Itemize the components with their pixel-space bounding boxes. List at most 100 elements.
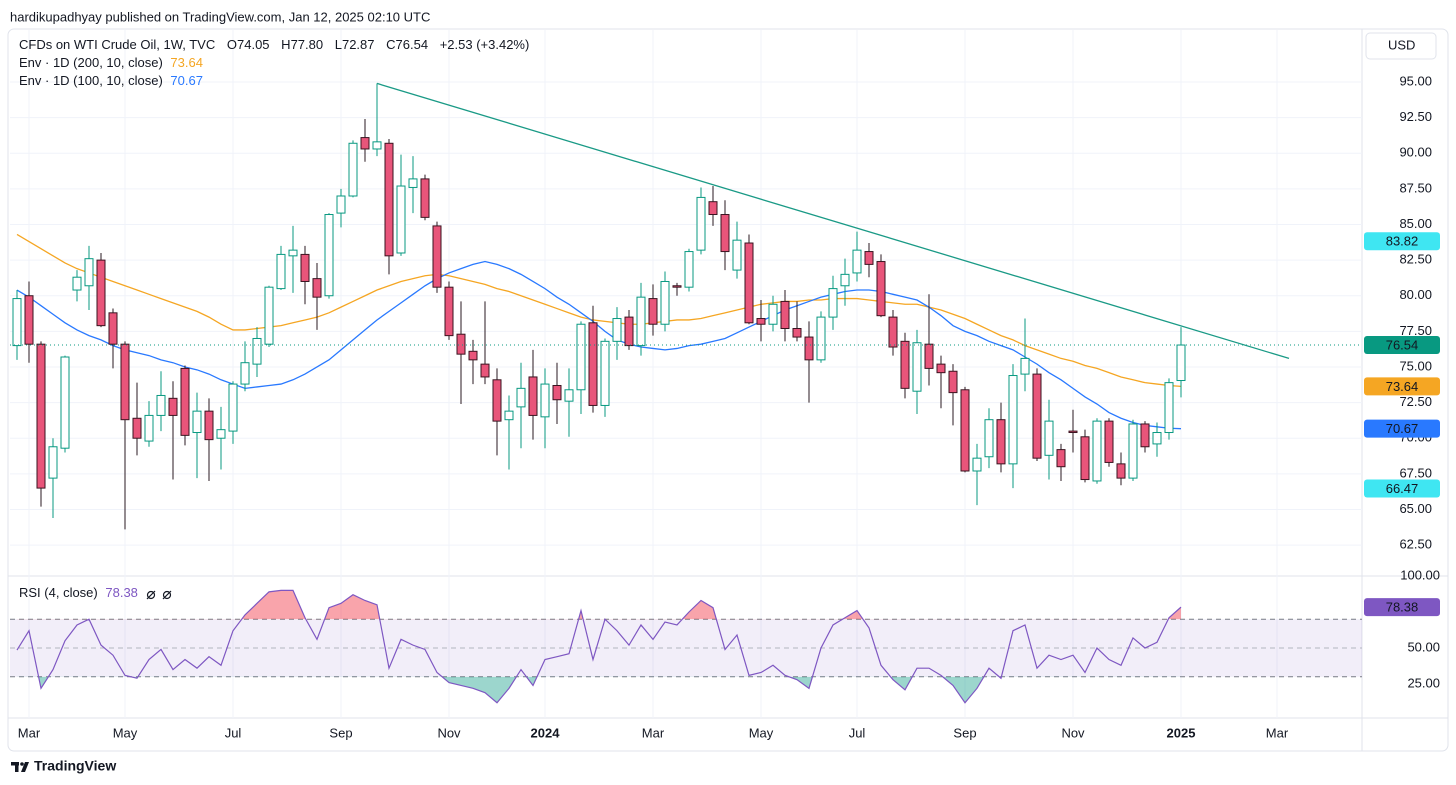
candle-body [324, 214, 334, 297]
visibility-icons[interactable] [146, 590, 172, 600]
candle-body [456, 333, 466, 355]
candle-body [636, 296, 646, 347]
candle-body [312, 278, 322, 298]
candle-body [1140, 423, 1150, 448]
price-label: 73.64 [1386, 379, 1419, 394]
candle-body [444, 286, 454, 337]
candle-body [540, 383, 550, 418]
envelope-line [16, 260, 1182, 430]
legend-entry: Env · 1D (200, 10, close) 73.64 [19, 55, 203, 70]
candle-body [180, 367, 190, 436]
candle-body [900, 340, 910, 389]
symbol-line: CFDs on WTI Crude Oil, 1W, TVC O74.05 H7… [19, 37, 529, 52]
candle-body [1080, 436, 1090, 481]
candle-body [480, 363, 490, 378]
logo-mark [20, 762, 24, 766]
price-label-box [1364, 232, 1440, 251]
candle-body [1044, 420, 1054, 456]
candle-body [576, 323, 586, 391]
rsi-oversold-fill [38, 676, 1002, 703]
price-change: +2.53 (+3.42%) [440, 37, 530, 52]
candle-body [60, 356, 70, 449]
candle-body [924, 343, 934, 369]
candle-body [552, 384, 562, 401]
ohlc-value: 77.80 [291, 37, 324, 52]
price-label: 83.82 [1386, 234, 1419, 249]
candle-body [228, 383, 238, 432]
candle-body [384, 142, 394, 257]
candle-body [996, 419, 1006, 465]
x-tick-label: Nov [437, 725, 461, 740]
currency-button[interactable] [1365, 32, 1437, 60]
price-label-box [1364, 336, 1440, 355]
price-label: 66.47 [1386, 481, 1419, 496]
price-label-box [1364, 479, 1440, 498]
ohlc-label: H [281, 37, 290, 52]
candle-body [744, 242, 754, 324]
x-tick-label: Jul [225, 725, 242, 740]
candle-body [864, 251, 874, 265]
y-tick-label: 65.00 [1399, 501, 1432, 516]
price-label: 70.67 [1386, 421, 1419, 436]
candle-body [48, 446, 58, 479]
currency-label[interactable]: USD [1388, 37, 1415, 52]
candle-body [300, 253, 310, 282]
y-tick-label: 87.50 [1399, 180, 1432, 195]
candle-body [600, 340, 610, 406]
legend-name: Env · 1D (100, 10, close) [19, 73, 163, 88]
candle-body [708, 201, 718, 216]
candle-body [12, 298, 22, 347]
candle-body [240, 362, 250, 385]
icon[interactable] [162, 590, 172, 600]
publisher-line: hardikupadhyay published on TradingView.… [10, 9, 430, 24]
y-tick-label: 75.00 [1399, 358, 1432, 373]
trendline [376, 82, 1290, 360]
candle-body [648, 298, 658, 325]
rsi-tick-label: 50.00 [1407, 639, 1440, 654]
price-label: 76.54 [1386, 337, 1419, 352]
candle-body [984, 419, 994, 458]
candle-body [768, 303, 778, 325]
ohlc-value: 72.87 [342, 37, 375, 52]
y-tick-label: 90.00 [1399, 145, 1432, 160]
price-label-box [1364, 377, 1440, 396]
rsi-line [16, 589, 1182, 704]
candle-body [36, 343, 46, 489]
candle-body [1116, 463, 1126, 479]
candle-body [1008, 375, 1018, 465]
candle-body [588, 322, 598, 406]
candle-body [1020, 357, 1030, 375]
candle-body [816, 316, 826, 361]
candle-body [168, 397, 178, 416]
candle-body [780, 300, 790, 330]
y-tick-label: 95.00 [1399, 73, 1432, 88]
candle-body [144, 414, 154, 442]
candle-body [132, 417, 142, 439]
candle-body [684, 251, 694, 288]
candle-body [732, 239, 742, 271]
chart-frame [7, 28, 1449, 752]
x-tick-label: May [113, 725, 138, 740]
candle-body [828, 288, 838, 318]
icon[interactable] [146, 590, 156, 600]
logo [11, 762, 29, 772]
candle-body [792, 328, 802, 338]
candle-body [1032, 373, 1042, 459]
price-label-box [1364, 419, 1440, 438]
legend-value: 73.64 [170, 55, 203, 70]
rsi-tick-label: 25.00 [1407, 675, 1440, 690]
candle-body [192, 410, 202, 434]
candle-body [948, 370, 958, 394]
candle-body [696, 196, 706, 251]
candle-body [1164, 382, 1174, 434]
candle-body [876, 261, 886, 317]
candle-body [288, 249, 298, 257]
ohlc-label: O [227, 37, 237, 52]
y-tick-label: 67.50 [1399, 465, 1432, 480]
candle-body [204, 410, 214, 441]
candle-body [84, 258, 94, 287]
icon[interactable] [146, 590, 156, 600]
envelope-line [16, 233, 1182, 388]
icon[interactable] [162, 590, 172, 600]
